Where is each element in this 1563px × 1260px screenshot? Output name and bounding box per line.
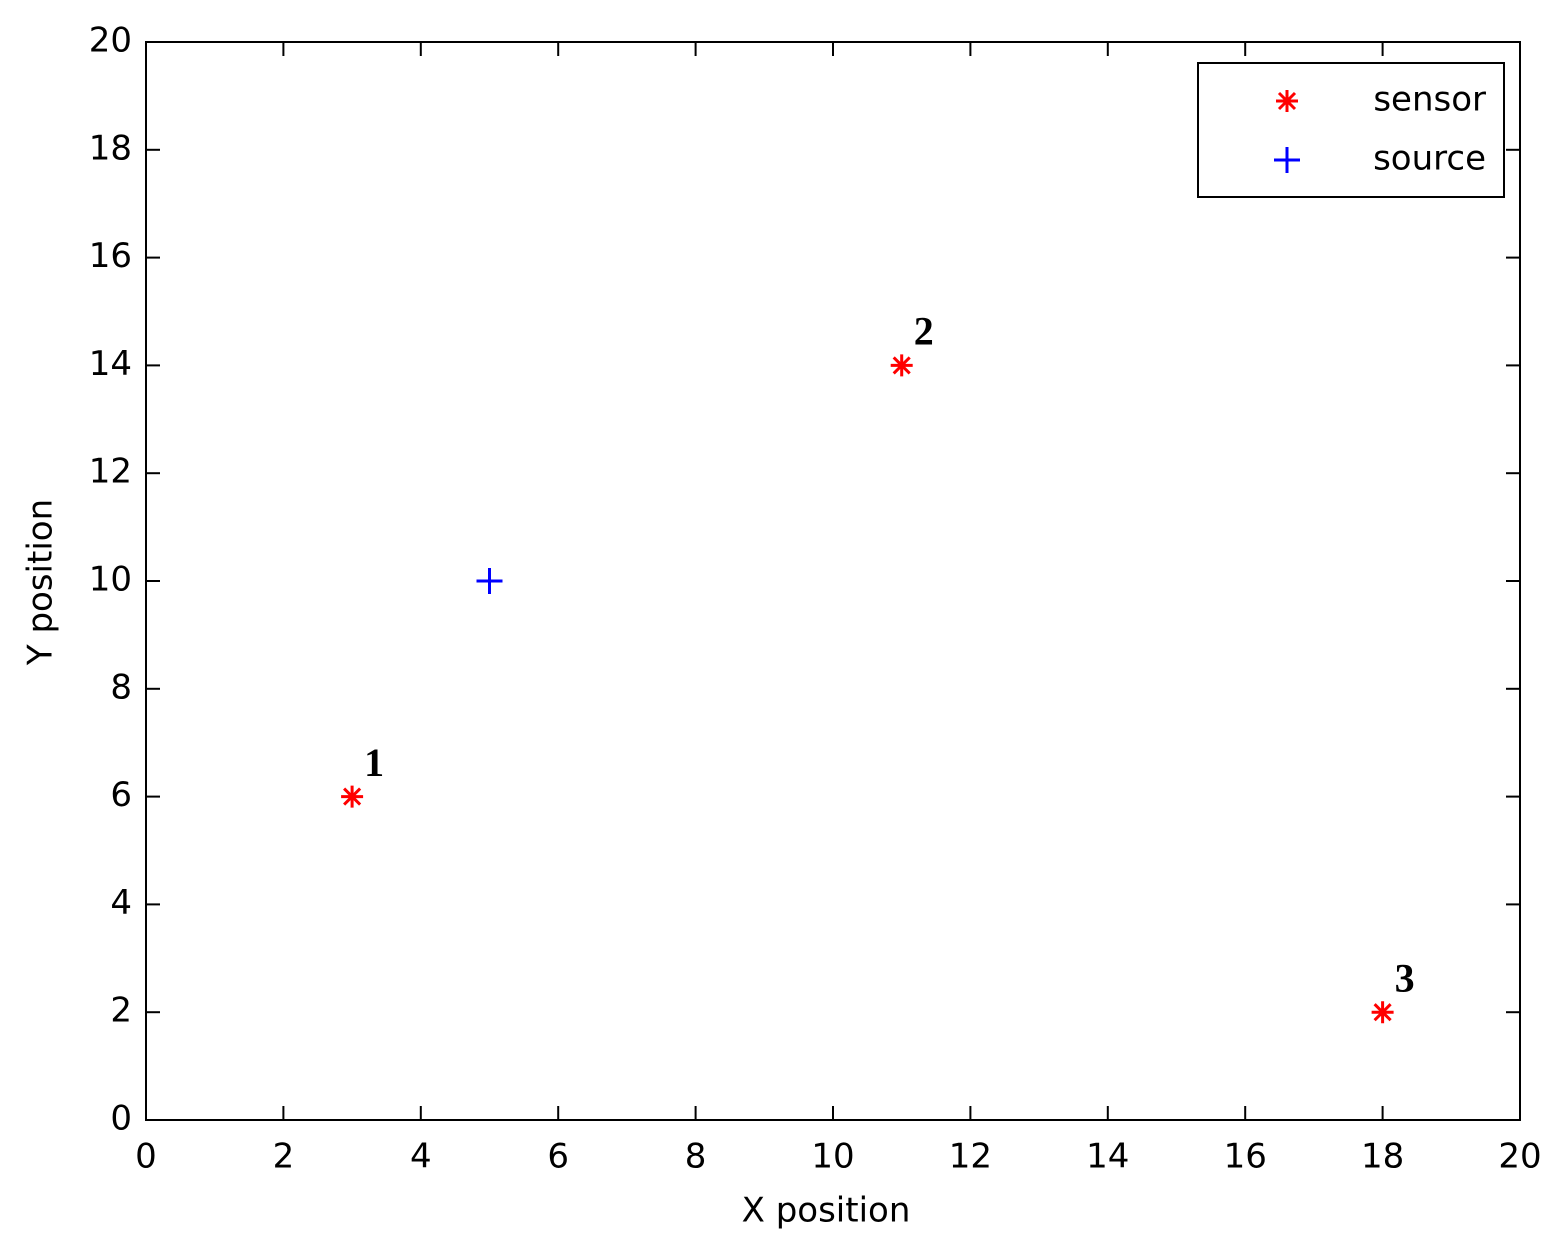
legend — [1197, 62, 1505, 198]
y-tick-label: 0 — [110, 1099, 132, 1139]
x-tick-label: 8 — [685, 1137, 707, 1177]
x-tick-label: 14 — [1086, 1137, 1129, 1177]
y-tick-label: 20 — [89, 21, 132, 61]
plot-area — [145, 41, 1521, 1121]
x-axis-label: X position — [742, 1191, 911, 1231]
x-tick-label: 10 — [811, 1137, 854, 1177]
x-tick-label: 0 — [135, 1137, 157, 1177]
y-tick-label: 14 — [89, 344, 132, 384]
x-tick-label: 2 — [273, 1137, 295, 1177]
legend-marker — [1274, 147, 1300, 173]
point-label: 3 — [1395, 955, 1415, 1000]
y-tick-label: 18 — [89, 128, 132, 168]
x-tick-label: 16 — [1224, 1137, 1267, 1177]
legend-marker — [1276, 90, 1298, 112]
y-tick-label: 2 — [110, 991, 132, 1031]
y-tick-label: 16 — [89, 236, 132, 276]
y-tick-label: 6 — [110, 775, 132, 815]
point — [476, 568, 503, 594]
y-tick-label: 8 — [110, 667, 132, 707]
point — [341, 785, 364, 808]
legend-label: source — [1373, 139, 1486, 179]
legend-label: sensor — [1373, 80, 1486, 120]
point-label: 1 — [364, 740, 384, 785]
point — [890, 354, 913, 377]
point — [1371, 1001, 1394, 1024]
x-tick-label: 12 — [949, 1137, 992, 1177]
y-axis-label: Y position — [21, 499, 61, 666]
y-tick-label: 10 — [89, 560, 132, 600]
x-tick-label: 4 — [410, 1137, 432, 1177]
x-tick-label: 18 — [1361, 1137, 1404, 1177]
y-tick-label: 12 — [89, 452, 132, 492]
x-tick-label: 20 — [1498, 1137, 1541, 1177]
y-tick-label: 4 — [110, 883, 132, 923]
point-label: 2 — [914, 309, 934, 354]
x-tick-label: 6 — [547, 1137, 569, 1177]
